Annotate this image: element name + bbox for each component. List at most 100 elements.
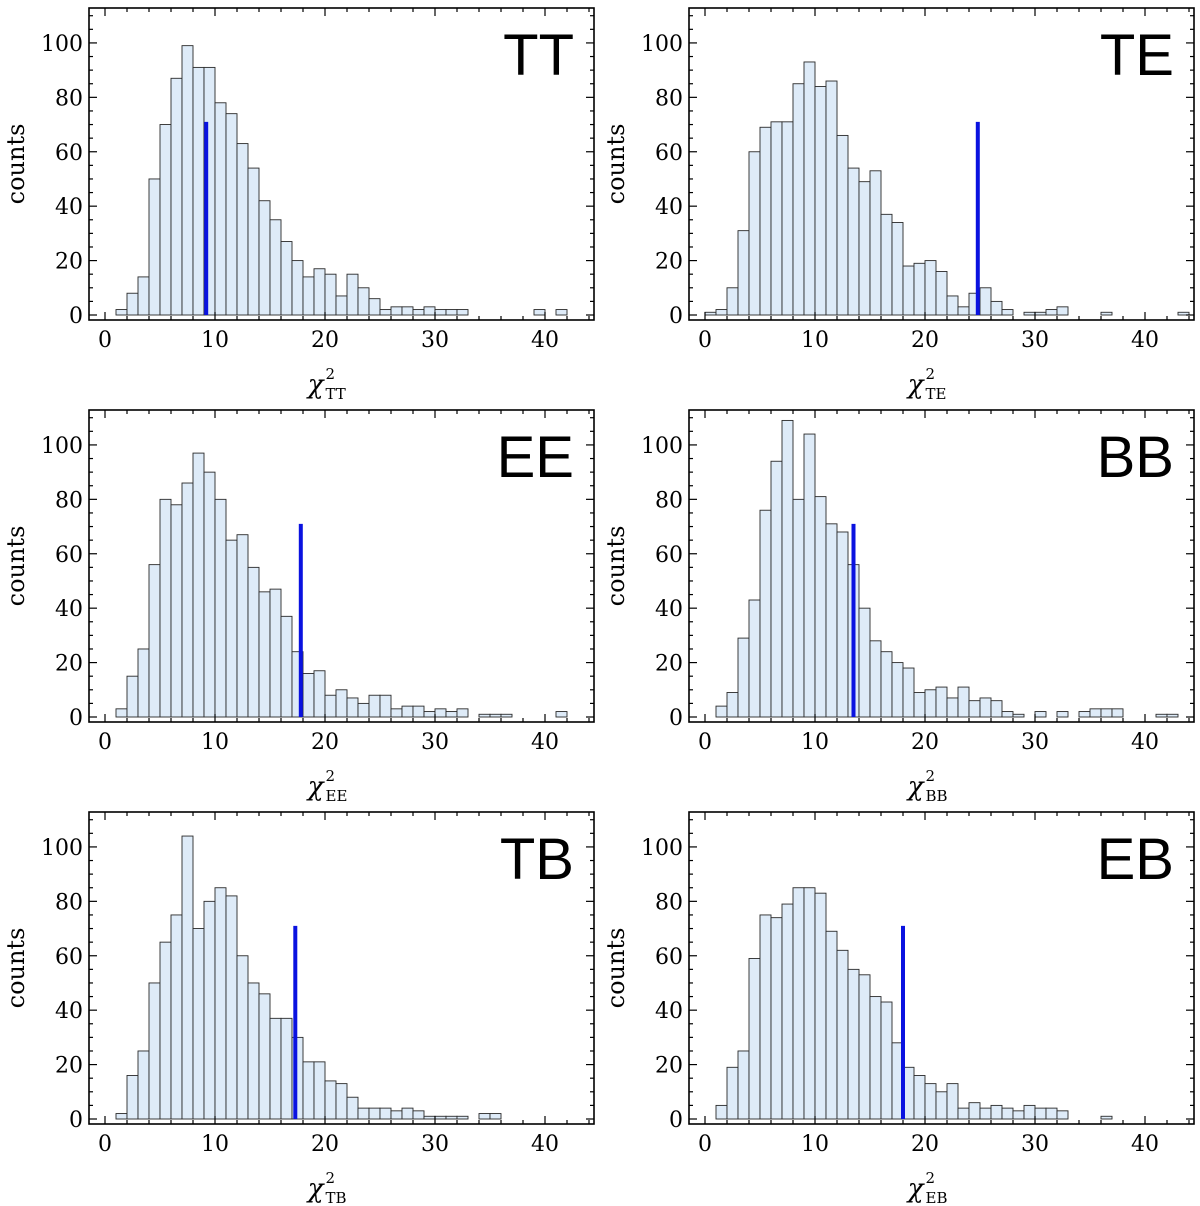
- histogram-bar: [803, 887, 816, 1120]
- x-axis-label: χ 2 EB: [906, 1169, 948, 1206]
- histogram-bar: [126, 675, 139, 718]
- histogram-bar: [715, 705, 728, 718]
- x-axis-label-subscript: TB: [326, 1189, 347, 1206]
- histogram-bar: [1045, 1107, 1058, 1120]
- histogram-bar: [236, 143, 249, 316]
- histogram-bar: [225, 113, 238, 316]
- x-axis-label-subscript: TT: [326, 385, 346, 402]
- y-tick-label: 100: [641, 836, 683, 861]
- histogram-bar: [423, 711, 436, 718]
- histogram-bar: [412, 1110, 425, 1120]
- histogram-bar: [357, 287, 370, 316]
- y-tick-label: 40: [655, 597, 683, 622]
- histogram-bar: [269, 588, 282, 718]
- histogram-bar: [726, 692, 739, 718]
- y-tick-label: 60: [655, 141, 683, 166]
- histogram-bars: [715, 887, 1113, 1120]
- histogram-bar: [913, 1075, 926, 1120]
- x-axis-label-symbol: χ: [906, 370, 926, 400]
- x-tick-label: 40: [531, 328, 559, 353]
- y-tick-label: 40: [655, 999, 683, 1024]
- x-tick-label: 10: [201, 328, 229, 353]
- histogram-bar: [269, 1017, 282, 1120]
- histogram-svg: 0 10 20 30 40 0 20 40 60 80 100 TE counts χ 2 TE: [602, 7, 1195, 402]
- y-axis-label: counts: [2, 928, 30, 1009]
- histogram-bar: [192, 928, 205, 1120]
- panel-title: TT: [503, 23, 574, 88]
- histogram-bar: [748, 599, 761, 718]
- histogram-bar: [814, 892, 827, 1120]
- x-tick-label: 10: [201, 730, 229, 755]
- histogram-bars: [115, 452, 568, 718]
- histogram-bar: [957, 1107, 970, 1120]
- histogram-bar: [946, 697, 959, 718]
- x-tick-label: 30: [1021, 1132, 1049, 1157]
- histogram-bar: [412, 309, 425, 316]
- histogram-bar: [126, 1075, 139, 1120]
- x-axis-label-subscript: EB: [926, 1189, 948, 1206]
- histogram-bar: [825, 930, 838, 1120]
- x-tick-label: 0: [98, 730, 112, 755]
- histogram-bar: [847, 968, 860, 1120]
- histogram-bar: [891, 662, 904, 718]
- x-tick-label: 40: [531, 730, 559, 755]
- histogram-bar: [115, 708, 128, 718]
- histogram-bar: [946, 295, 959, 316]
- histogram-bar: [869, 640, 882, 718]
- y-axis-label: counts: [2, 526, 30, 607]
- y-tick-label: 0: [669, 304, 683, 329]
- histogram-bar: [368, 1107, 381, 1120]
- y-tick-label: 40: [655, 195, 683, 220]
- y-axis-label: counts: [2, 124, 30, 205]
- axis-ticks: [89, 8, 594, 320]
- histogram-bar: [456, 708, 469, 718]
- histogram-bar: [313, 1061, 326, 1120]
- histogram-bar: [1078, 711, 1091, 718]
- histogram-bar: [401, 705, 414, 718]
- x-axis-label-subscript: EE: [326, 787, 348, 804]
- plot-frame: [88, 811, 595, 1125]
- y-tick-label: 60: [655, 945, 683, 970]
- x-axis-label: χ 2 TE: [906, 365, 947, 402]
- y-tick-label: 80: [55, 86, 83, 111]
- histogram-bar: [346, 697, 359, 718]
- histogram-bar: [346, 1096, 359, 1120]
- axis-ticks: [689, 410, 1194, 722]
- histogram-bar: [302, 673, 315, 718]
- x-tick-label: 10: [201, 1132, 229, 1157]
- y-tick-label: 20: [655, 250, 683, 275]
- x-axis-label: χ 2 BB: [906, 767, 948, 804]
- x-tick-label: 10: [801, 1132, 829, 1157]
- y-tick-label: 100: [41, 32, 83, 57]
- histogram-bar: [335, 295, 348, 316]
- histogram-bar: [390, 1110, 403, 1120]
- histogram-panel-te: 0 10 20 30 40 0 20 40 60 80 100 TE counts χ 2 TE: [600, 0, 1200, 402]
- histogram-bar: [968, 1102, 981, 1120]
- x-axis-label-superscript: 2: [326, 1169, 336, 1187]
- y-axis-label: counts: [602, 526, 630, 607]
- histogram-bar: [979, 1107, 992, 1120]
- histogram-bar: [412, 705, 425, 718]
- x-tick-label: 20: [311, 1132, 339, 1157]
- histogram-bar: [456, 1115, 469, 1120]
- histogram-bar: [313, 670, 326, 718]
- y-tick-label: 40: [55, 999, 83, 1024]
- axis-ticks: [689, 812, 1194, 1124]
- y-tick-label: 0: [669, 706, 683, 731]
- y-tick-label: 100: [41, 434, 83, 459]
- histogram-bar: [814, 496, 827, 718]
- histogram-bar: [280, 241, 293, 316]
- y-axis-label: counts: [602, 124, 630, 205]
- x-axis-label-symbol: χ: [306, 370, 326, 400]
- y-tick-label: 60: [55, 141, 83, 166]
- histogram-bar: [869, 170, 882, 316]
- histogram-bars: [704, 61, 1190, 316]
- x-tick-label: 0: [698, 1132, 712, 1157]
- y-tick-label: 80: [655, 86, 683, 111]
- axis-ticks: [89, 812, 594, 1124]
- histogram-bar: [478, 713, 491, 718]
- y-tick-label: 20: [55, 250, 83, 275]
- histogram-bar: [401, 1107, 414, 1120]
- histogram-bar: [368, 694, 381, 718]
- x-axis-label-superscript: 2: [326, 767, 336, 785]
